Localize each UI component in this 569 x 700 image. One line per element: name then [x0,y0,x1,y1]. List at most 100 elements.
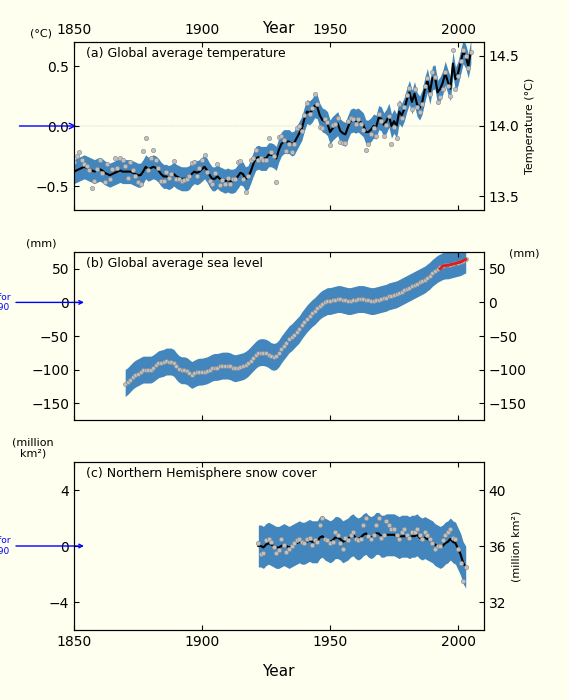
Point [364,139,373,150]
Point [221,360,230,371]
Point [333,112,343,123]
Text: average for
1961-1990: average for 1961-1990 [0,536,83,556]
Point [392,529,401,540]
Point [325,538,335,549]
Point [218,360,227,371]
Point [118,154,127,165]
Point [446,90,455,101]
Point [262,348,271,359]
Point [292,326,302,337]
Point [380,130,389,141]
Point [385,111,394,122]
Y-axis label: (mm): (mm) [509,248,540,258]
Point [420,274,430,285]
Point [346,112,355,123]
Point [377,532,386,543]
Point [349,295,358,306]
Point [305,310,314,321]
Point [461,51,471,62]
Point [159,356,168,368]
Point [231,173,240,184]
Point [356,293,365,304]
Point [392,132,401,144]
Point [195,162,204,174]
Point [290,329,299,340]
Point [218,174,227,186]
Point [146,153,155,164]
Point [448,45,457,56]
Point [144,364,153,375]
Point [262,535,271,546]
Point [277,533,286,545]
Point [451,258,460,269]
Point [443,260,452,271]
Point [395,288,404,299]
Point [213,362,222,373]
Point [336,136,345,147]
Point [331,526,340,538]
Point [146,364,155,375]
Point [308,307,317,318]
Point [254,348,263,359]
Point [221,178,230,189]
Point [397,526,406,538]
Point [372,130,381,141]
Point [339,294,348,305]
Point [279,340,288,351]
Point [372,519,381,531]
Point [284,543,294,554]
Point [287,540,296,552]
Point [313,99,322,110]
Point [402,284,411,295]
Point [110,153,119,164]
Point [423,72,432,83]
Point [75,147,84,158]
Point [262,154,271,165]
Point [323,535,332,546]
Point [172,360,181,372]
Point [356,118,365,130]
Point [190,368,199,379]
Point [461,254,471,265]
Point [420,526,430,538]
Point [257,549,266,560]
Point [400,524,409,535]
Point [298,320,307,331]
Point [267,536,276,547]
Point [257,347,266,358]
Point [136,178,145,189]
Point [287,332,296,343]
Point [418,533,427,545]
Point [277,130,286,141]
Point [387,524,396,535]
Point [413,278,422,289]
Point [298,125,307,136]
Point [320,533,329,545]
Point [236,361,245,372]
Point [467,46,476,57]
Point [295,120,304,132]
Point [395,99,404,110]
Point [374,512,384,524]
Point [380,529,389,540]
Point [241,186,250,197]
Point [341,532,350,543]
Point [175,363,184,374]
Point [366,533,376,545]
Point [103,159,112,170]
Point [113,162,122,174]
Point [267,351,276,362]
Point [387,290,396,301]
Point [185,171,194,182]
Point [420,80,430,92]
Point [211,167,220,178]
Point [366,295,376,307]
Point [349,113,358,125]
Text: (c) Northern Hemisphere snow cover: (c) Northern Hemisphere snow cover [86,467,317,480]
Point [236,155,245,167]
Point [267,147,276,158]
Point [310,535,319,546]
Point [344,295,353,307]
Y-axis label: (million km²): (million km²) [512,510,522,582]
Point [443,80,452,92]
